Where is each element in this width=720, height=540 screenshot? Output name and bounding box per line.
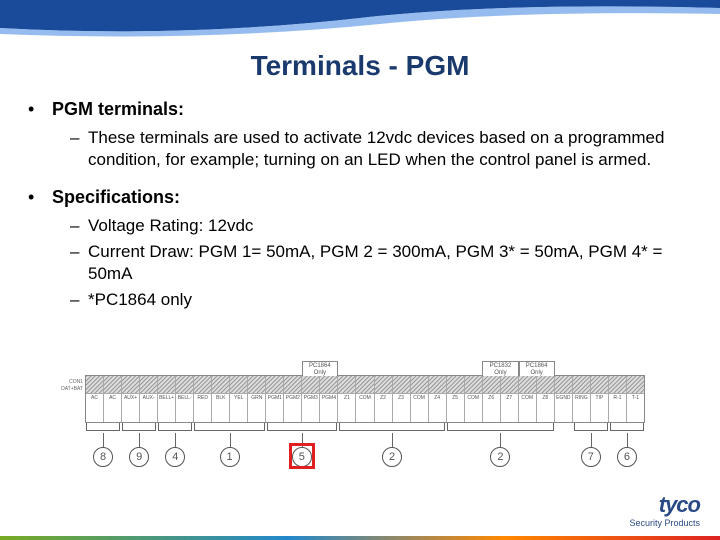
terminal: Z3 <box>393 376 411 422</box>
terminal-diagram: CON1 DAT+BAT PC1864OnlyPC1832OnlyPC1864O… <box>85 375 645 473</box>
terminal: BLK <box>212 376 230 422</box>
slide-content: • PGM terminals: – These terminals are u… <box>28 98 692 315</box>
slide-title: Terminals - PGM <box>0 50 720 82</box>
only-label: PC1864Only <box>519 361 555 377</box>
diagram-left-labels: CON1 DAT+BAT <box>55 379 83 393</box>
terminal: RING <box>573 376 591 422</box>
bullet-item: – *PC1864 only <box>70 289 692 311</box>
terminal: AUX- <box>140 376 158 422</box>
callout-circle: 9 <box>129 447 149 467</box>
terminal: AC <box>104 376 122 422</box>
terminal: COM <box>465 376 483 422</box>
only-label: PC1832Only <box>482 361 518 377</box>
callout-circle: 1 <box>220 447 240 467</box>
brand-name: tyco <box>629 492 700 518</box>
terminal: COM <box>519 376 537 422</box>
terminal: PGM2 <box>284 376 302 422</box>
bullet-item: – These terminals are used to activate 1… <box>70 127 692 171</box>
bullet-item: – Current Draw: PGM 1= 50mA, PGM 2 = 300… <box>70 241 692 285</box>
callout-circle: 4 <box>165 447 185 467</box>
terminal: YEL <box>230 376 248 422</box>
terminal: Z8 <box>537 376 555 422</box>
callout-circle: 8 <box>93 447 113 467</box>
highlight-box <box>289 443 315 469</box>
terminal: Z5 <box>447 376 465 422</box>
terminal: Z7 <box>501 376 519 422</box>
terminal: Z2 <box>375 376 393 422</box>
terminal: Z1 <box>338 376 356 422</box>
terminal: TIP <box>591 376 609 422</box>
terminal-strip: ACACAUX+AUX-BELL+BELL-REDBLKYELGRNPGM1PG… <box>85 375 645 423</box>
terminal: COM <box>411 376 429 422</box>
terminal: Z6 <box>483 376 501 422</box>
footer-bar <box>0 536 720 540</box>
footer-logo: tyco Security Products <box>629 492 700 528</box>
terminal: BELL+ <box>158 376 176 422</box>
terminal: BELL- <box>176 376 194 422</box>
callout-row: 894152276 <box>85 433 645 473</box>
bullet-item: – Voltage Rating: 12vdc <box>70 215 692 237</box>
terminal: T-1 <box>627 376 644 422</box>
callout-circle: 7 <box>581 447 601 467</box>
terminal: AC <box>86 376 104 422</box>
header-swoosh <box>0 0 720 50</box>
callout-circle: 2 <box>382 447 402 467</box>
terminal: Z4 <box>429 376 447 422</box>
terminal: GRN <box>248 376 266 422</box>
brand-sub: Security Products <box>629 518 700 528</box>
terminal: PGM4 <box>320 376 338 422</box>
terminal: EGND <box>555 376 573 422</box>
terminal: R-1 <box>609 376 627 422</box>
terminal: PGM1 <box>266 376 284 422</box>
bullet-heading: • PGM terminals: <box>28 98 692 121</box>
bullet-heading: • Specifications: <box>28 186 692 209</box>
only-label: PC1864Only <box>302 361 338 377</box>
terminal: PGM3 <box>302 376 320 422</box>
terminal: COM <box>356 376 374 422</box>
callout-circle: 2 <box>490 447 510 467</box>
terminal: RED <box>194 376 212 422</box>
terminal: AUX+ <box>122 376 140 422</box>
callout-circle: 6 <box>617 447 637 467</box>
